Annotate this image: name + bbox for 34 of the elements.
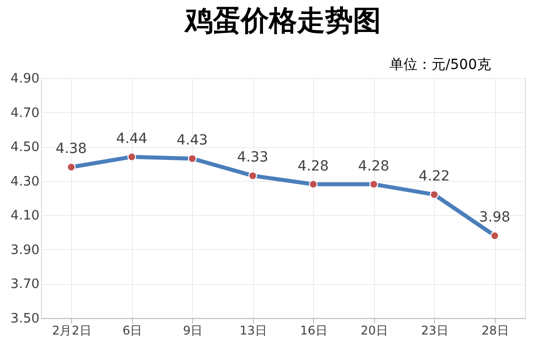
data-label: 3.98 [479, 210, 510, 226]
data-label: 4.44 [116, 130, 148, 147]
data-label: 4.28 [298, 158, 329, 174]
text: 单位：元/500克 [390, 57, 491, 73]
x-tick-label: 28日 [482, 324, 509, 338]
y-tick-label: 3.70 [10, 277, 40, 292]
x-tick-label: 6日 [122, 324, 142, 338]
y-tick-label: 4.50 [10, 140, 40, 156]
data-label: 4.43 [176, 132, 208, 149]
y-tick-label: 4.90 [10, 72, 40, 86]
point [308, 180, 318, 189]
data-label: 4.28 [358, 158, 390, 174]
data-label: 4.22 [418, 168, 450, 185]
x-tick-label: 13日 [240, 324, 267, 338]
point [188, 154, 197, 163]
point [490, 231, 500, 240]
y-tick-label: 3.50 [10, 312, 40, 326]
x-tick-label: 16日 [300, 324, 328, 338]
y-tick-label: 4.10 [10, 208, 40, 224]
x-tick-label: 9日 [182, 324, 203, 338]
data-label: 4.38 [56, 141, 87, 158]
data-label: 4.33 [237, 150, 268, 166]
y-tick-label: 4.70 [10, 106, 40, 121]
y-tick-label: 4.30 [10, 174, 40, 190]
x-tick-label: 2月2日 [52, 324, 92, 338]
x-tick-label: 23日 [421, 324, 448, 338]
point [127, 152, 136, 162]
y-tick-label: 3.90 [10, 242, 40, 258]
point [430, 190, 439, 199]
point [248, 171, 258, 180]
point [369, 180, 378, 189]
point [66, 162, 76, 172]
x-tick-label: 20日 [360, 324, 388, 338]
chart-title: 鸡蛋价格走势图 [183, 4, 381, 37]
